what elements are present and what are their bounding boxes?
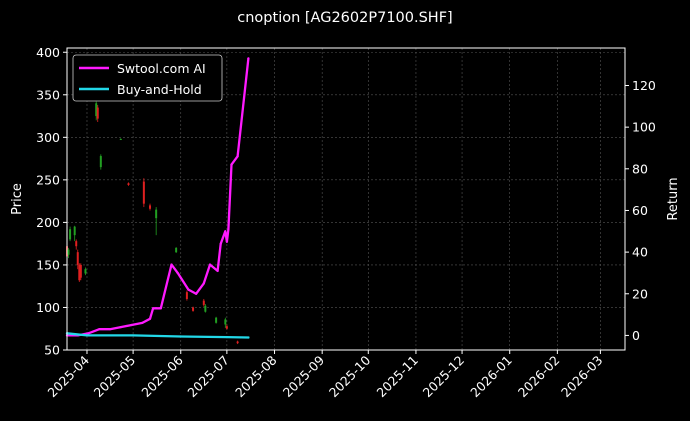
candle-body	[75, 241, 78, 247]
candle-body	[215, 317, 218, 323]
strategy-point	[98, 328, 101, 331]
buyhold-point	[131, 334, 135, 337]
strategy-point	[148, 317, 152, 320]
y-tick-label: 150	[36, 257, 60, 272]
buyhold-point	[247, 336, 250, 339]
x-tick-label: 2026-01	[467, 353, 515, 401]
buyhold-point	[225, 335, 228, 339]
candle-body	[67, 249, 70, 255]
strategy-point	[141, 321, 144, 325]
buyhold-point	[85, 334, 89, 337]
legend: Swtool.com AI Buy-and-Hold	[72, 54, 223, 102]
strategy-point	[130, 323, 133, 327]
x-tick-label: 2025-10	[326, 352, 374, 400]
y2-tick-label: 60	[632, 203, 648, 218]
strategy-point	[219, 242, 222, 245]
candle-body	[224, 319, 227, 325]
strategy-point	[247, 57, 250, 60]
legend-box	[72, 54, 223, 102]
strategy-point	[208, 263, 212, 266]
x-tick-label: 2025-04	[45, 352, 93, 400]
strategy-point	[230, 163, 233, 166]
y2-tick-label: 80	[632, 161, 648, 176]
buyhold-return-line	[65, 332, 250, 339]
candle-body	[84, 269, 87, 274]
strategy-point	[119, 325, 122, 329]
series-lines	[65, 57, 250, 339]
candle-body	[76, 252, 79, 265]
strategy-point	[227, 228, 230, 231]
candle-body	[236, 341, 239, 344]
y-tick-label: 300	[36, 130, 60, 145]
strategy-point	[87, 332, 90, 335]
strategy-point	[187, 288, 190, 291]
candlesticks	[66, 101, 239, 345]
candle-body	[185, 292, 188, 299]
candle-body	[99, 156, 102, 168]
candle-body	[73, 226, 76, 236]
candle-body	[127, 183, 130, 185]
x-tick-label: 2026-03	[558, 353, 606, 401]
y-tick-label: 50	[44, 343, 60, 358]
y-axis-label: Price	[10, 183, 25, 215]
strategy-point	[236, 155, 239, 158]
y-tick-label: 250	[36, 172, 60, 187]
strategy-point	[202, 282, 205, 285]
strategy-point	[170, 263, 173, 266]
x-tick-label: 2025-08	[232, 352, 280, 400]
y2-tick-label: 20	[632, 286, 648, 301]
candle-body	[202, 300, 205, 305]
strategy-point	[159, 307, 162, 310]
candle-body	[79, 264, 82, 278]
x-tick-label: 2025-06	[138, 352, 186, 400]
y2-tick-label: 0	[632, 328, 640, 343]
y2-tick-label: 100	[632, 120, 656, 135]
chart-title: cnoption [AG2602P7100.SHF]	[237, 10, 452, 26]
y-tick-label: 400	[36, 45, 60, 60]
y2-tick-label: 40	[632, 245, 648, 260]
strategy-point	[108, 328, 112, 331]
left-axis: 50 100 150 200 250 300 350 400	[36, 45, 67, 358]
strategy-point	[151, 307, 155, 310]
candle-body	[119, 139, 122, 141]
legend-label-buyhold: Buy-and-Hold	[117, 82, 202, 97]
candle-body	[225, 326, 228, 329]
candle-body	[192, 307, 195, 311]
candle-body	[155, 209, 158, 219]
candle-body	[142, 181, 145, 204]
x-tick-label: 2025-09	[280, 352, 328, 400]
x-tick-label: 2026-02	[515, 353, 563, 401]
right-axis: 0 20 40 60 80 100 120	[625, 78, 656, 343]
x-tick-label: 2025-05	[91, 353, 139, 401]
candle-body	[78, 264, 81, 281]
y2-axis-label: Return	[666, 177, 681, 220]
buyhold-point	[179, 335, 182, 338]
candle-body	[204, 305, 207, 312]
legend-label-strategy: Swtool.com AI	[117, 61, 206, 76]
y-tick-label: 100	[36, 300, 60, 315]
strategy-point	[195, 292, 198, 295]
strategy-point	[224, 230, 227, 233]
plot-frame	[66, 47, 626, 351]
candle-body	[95, 103, 98, 117]
x-tick-label: 2025-07	[184, 353, 232, 401]
x-tick-label: 2025-11	[374, 353, 422, 401]
candle-body	[96, 107, 99, 119]
x-tick-label: 2025-12	[420, 353, 468, 401]
y2-tick-label: 120	[632, 78, 656, 93]
strategy-point	[176, 271, 179, 275]
strategy-point	[225, 240, 228, 243]
candle-body	[149, 205, 152, 209]
strategy-point	[216, 269, 219, 272]
y-tick-label: 200	[36, 215, 60, 230]
candle-body	[175, 247, 178, 253]
y-tick-label: 350	[36, 87, 60, 102]
candle-body	[69, 229, 72, 240]
